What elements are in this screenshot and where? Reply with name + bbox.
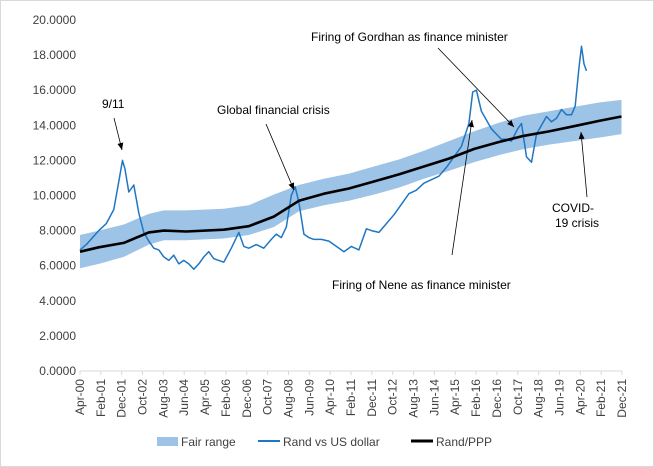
x-tick-label: Dec-21: [615, 379, 629, 418]
y-tick-label: 8.0000: [39, 224, 76, 238]
x-tick-label: Dec-16: [490, 379, 504, 418]
rand-ppp-line: [79, 115, 622, 253]
y-tick-label: 6.0000: [39, 259, 76, 273]
y-tick-label: 10.0000: [33, 189, 77, 203]
annotation-covid-line2: 19 crisis: [555, 216, 599, 230]
y-tick-label: 14.0000: [33, 118, 77, 132]
x-tick-label: Feb-11: [344, 379, 358, 416]
y-tick-label: 16.0000: [33, 83, 77, 97]
annotation-911-arrow: [113, 117, 124, 151]
fair-range-band-layer: [80, 99, 622, 269]
x-tick-label: Oct-12: [386, 379, 400, 415]
legend: Fair range Rand vs US dollar Rand/PPP: [157, 435, 492, 449]
y-tick-label: 18.0000: [33, 48, 77, 62]
x-tick-label: Jun-19: [552, 379, 566, 416]
legend-label-rand-ppp: Rand/PPP: [436, 435, 492, 449]
x-tick-label: Dec-11: [365, 379, 379, 417]
fair-range-band: [80, 99, 622, 269]
x-tick-label: Dec-01: [115, 379, 129, 418]
x-tick-label: Jun-14: [427, 379, 441, 416]
x-tick-label: Aug-18: [532, 379, 546, 418]
x-axis-ticks: Apr-00 Feb-01 Dec-01 Oct-02 Aug-03 Jun-04 Apr-…: [73, 371, 629, 418]
series-lines-layer: [79, 45, 622, 270]
annotation-gordhan-arrow: [437, 47, 515, 128]
annotation-nene: Firing of Nene as finance minister: [332, 278, 511, 292]
y-tick-label: 12.0000: [33, 153, 77, 167]
y-tick-label: 2.0000: [39, 329, 76, 343]
legend-label-fair-range: Fair range: [181, 435, 236, 449]
annotation-global-financial-crisis: Global financial crisis: [217, 103, 330, 117]
annotation-gfc-arrow: [265, 123, 295, 191]
x-tick-label: Apr-05: [198, 379, 212, 415]
annotation-covid-arrow: [578, 131, 588, 198]
y-tick-label: 0.0000: [39, 364, 76, 378]
annotation-nene-arrow: [451, 119, 474, 256]
y-tick-label: 20.0000: [33, 13, 77, 27]
x-tick-label: Oct-07: [261, 379, 275, 415]
x-tick-label: Dec-06: [240, 379, 254, 418]
legend-label-rand-usd: Rand vs US dollar: [283, 435, 380, 449]
annotation-911: 9/11: [102, 97, 125, 111]
x-tick-label: Feb-01: [94, 379, 108, 417]
annotation-covid-line1: COVID-: [552, 201, 594, 215]
rand-usd-line: [79, 45, 588, 270]
annotations-layer: 9/11 Global financial crisis Firing of G…: [102, 30, 599, 292]
annotation-gordhan: Firing of Gordhan as finance minister: [311, 30, 508, 44]
x-tick-label: Feb-21: [594, 379, 608, 417]
x-tick-label: Apr-10: [323, 379, 337, 415]
legend-swatch-fair-range: [157, 437, 178, 446]
y-tick-label: 4.0000: [39, 294, 76, 308]
x-tick-label: Jun-09: [302, 379, 316, 416]
x-tick-label: Aug-13: [407, 379, 421, 418]
y-axis-ticks: 0.0000 2.0000 4.0000 6.0000 8.0000 10.0000 12.…: [33, 13, 77, 378]
x-tick-label: Feb-06: [219, 379, 233, 417]
x-tick-label: Apr-00: [73, 379, 87, 415]
x-tick-label: Feb-16: [469, 379, 483, 417]
x-tick-label: Jun-04: [177, 379, 191, 416]
x-tick-label: Apr-20: [573, 379, 587, 415]
x-tick-label: Apr-15: [448, 379, 462, 415]
x-tick-label: Aug-03: [156, 379, 170, 418]
x-tick-label: Oct-17: [511, 379, 525, 415]
x-tick-label: Oct-02: [136, 379, 150, 415]
x-tick-label: Aug-08: [281, 379, 295, 418]
